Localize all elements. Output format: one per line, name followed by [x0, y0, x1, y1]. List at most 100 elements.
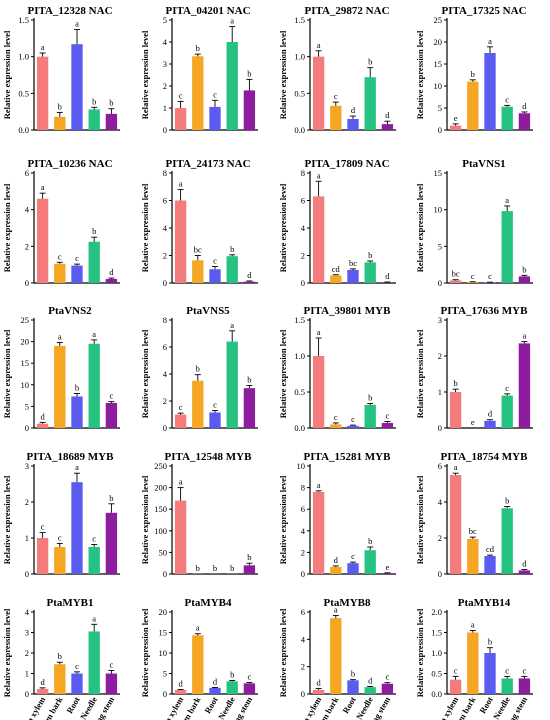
y-tick-label: 1.0 — [431, 648, 442, 658]
y-tick-label: 200 — [154, 483, 167, 493]
y-axis-label: Relative expression level — [2, 475, 12, 564]
significance-letter: b — [230, 563, 234, 573]
bar — [364, 550, 376, 574]
significance-letter: b — [471, 69, 475, 79]
y-tick-label: 1.5 — [294, 15, 305, 25]
bar — [484, 282, 496, 283]
y-tick-label: 1.5 — [294, 315, 305, 325]
bar — [192, 380, 204, 428]
significance-letter: c — [179, 402, 183, 412]
bar — [71, 396, 83, 428]
y-tick-label: 3 — [25, 628, 29, 638]
significance-letter: c — [92, 533, 96, 543]
y-axis-label: Relative expression level — [415, 608, 425, 697]
y-tick-label: 2 — [301, 251, 305, 261]
y-tick-label: 1 — [438, 387, 442, 397]
bar — [381, 124, 394, 130]
y-tick-label: 2 — [438, 533, 442, 543]
significance-letter: a — [75, 19, 79, 29]
y-tick-label: 15 — [434, 59, 443, 69]
y-tick-label: 6 — [438, 461, 442, 471]
bar — [330, 424, 342, 428]
significance-letter: a — [471, 619, 475, 629]
bar — [36, 423, 49, 428]
y-tick-label: 2 — [163, 251, 167, 261]
y-tick-label: 50 — [159, 547, 168, 557]
y-tick-label: 2 — [301, 547, 305, 557]
bar — [501, 678, 513, 694]
significance-letter: a — [179, 477, 183, 487]
y-tick-label: 10 — [434, 205, 443, 215]
y-tick-label: 4 — [25, 607, 30, 617]
y-tick-label: 0.0 — [294, 125, 305, 135]
significance-letter: c — [386, 411, 390, 421]
significance-letter: a — [75, 462, 79, 472]
bar — [71, 482, 83, 574]
significance-letter: c — [386, 672, 390, 682]
chart-panel: PITA_18754 MYB Relative expression level 0… — [415, 451, 533, 579]
chart-panel: PITA_17636 MYB Relative expression level 0… — [415, 305, 533, 433]
bar — [518, 570, 531, 574]
bar — [174, 200, 187, 283]
chart-title: PtaMYB14 — [458, 597, 511, 609]
bar — [312, 491, 325, 574]
y-tick-label: 2 — [438, 351, 442, 361]
significance-letter: b — [488, 637, 492, 647]
bar — [449, 679, 462, 694]
significance-letter: c — [213, 256, 217, 266]
significance-letter: a — [488, 36, 492, 46]
y-tick-label: 0 — [163, 423, 167, 433]
significance-letter: b — [196, 364, 200, 374]
bar — [484, 53, 496, 130]
bar — [312, 196, 325, 283]
y-tick-label: 0 — [25, 423, 29, 433]
y-tick-label: 250 — [154, 461, 167, 471]
significance-letter: d — [334, 555, 339, 565]
significance-letter: b — [196, 563, 200, 573]
significance-letter: c — [505, 665, 509, 675]
chart-title: PITA_17325 NAC — [441, 5, 526, 17]
significance-letter: b — [368, 393, 372, 403]
significance-letter: b — [75, 382, 79, 392]
bar — [209, 106, 221, 130]
bar — [209, 687, 221, 694]
y-axis-label: Relative expression level — [278, 475, 288, 564]
y-tick-label: 4 — [301, 526, 306, 536]
significance-letter: c — [351, 551, 355, 561]
bar — [381, 422, 394, 428]
y-tick-label: 1 — [25, 669, 29, 679]
chart-title: PITA_12328 NAC — [27, 5, 112, 17]
bar — [243, 90, 256, 130]
bar — [243, 281, 256, 283]
y-tick-label: 25 — [21, 315, 30, 325]
significance-letter: b — [92, 226, 96, 236]
bar — [449, 475, 462, 574]
chart-panel: PITA_10236 NAC Relative expression level 0… — [2, 158, 120, 288]
significance-letter: c — [75, 661, 79, 671]
bar — [36, 538, 49, 574]
chart-title: PITA_10236 NAC — [27, 158, 112, 170]
bar — [364, 687, 376, 694]
significance-letter: a — [179, 179, 183, 189]
y-tick-label: 6 — [163, 342, 167, 352]
y-tick-label: 1.0 — [294, 52, 305, 62]
y-tick-label: 2 — [25, 648, 29, 658]
significance-letter: c — [334, 91, 338, 101]
significance-letter: b — [230, 244, 234, 254]
chart-panel: PITA_24173 NAC Relative expression level 0… — [140, 158, 258, 288]
y-axis-label: Relative expression level — [278, 608, 288, 697]
y-tick-label: 0 — [25, 278, 29, 288]
significance-letter: b — [368, 57, 372, 67]
bar — [88, 631, 100, 694]
chart-title: PITA_12548 MYB — [165, 451, 253, 463]
y-tick-label: 0 — [163, 278, 167, 288]
y-tick-label: 0 — [438, 569, 442, 579]
chart-title: PITA_15281 MYB — [304, 451, 392, 463]
bar — [381, 573, 394, 574]
significance-letter: b — [230, 669, 234, 679]
significance-letter: d — [385, 110, 390, 120]
significance-letter: c — [58, 251, 62, 261]
bar — [243, 565, 256, 574]
